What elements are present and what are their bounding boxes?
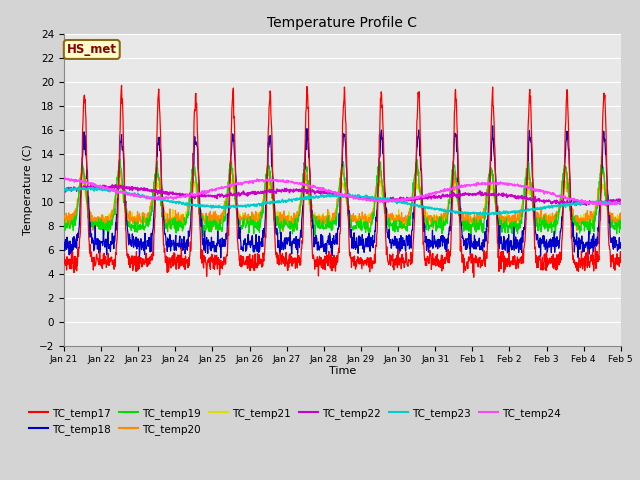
TC_temp24 (126, 192, 134, 198)
TC_temp21 (308, 207, 316, 213)
TC_temp20 (308, 212, 316, 218)
TC_temp24 (308, 183, 316, 189)
TC_temp23 (308, 195, 316, 201)
TC_temp24 (318, 186, 326, 192)
Line: TC_temp23: TC_temp23 (64, 187, 621, 215)
TC_temp18 (489, 123, 497, 129)
TC_temp21 (297, 199, 305, 205)
TC_temp18 (318, 240, 326, 246)
TC_temp22 (572, 203, 580, 208)
TC_temp22 (87, 181, 95, 187)
TC_temp17 (60, 251, 68, 256)
TC_temp23 (617, 199, 625, 205)
Line: TC_temp19: TC_temp19 (64, 156, 621, 236)
TC_temp18 (297, 228, 305, 233)
TC_temp18 (217, 255, 225, 261)
Legend: TC_temp17, TC_temp18, TC_temp19, TC_temp20, TC_temp21, TC_temp22, TC_temp23, TC_: TC_temp17, TC_temp18, TC_temp19, TC_temp… (25, 404, 564, 439)
TC_temp21 (617, 219, 625, 225)
X-axis label: Time: Time (329, 366, 356, 376)
TC_temp18 (126, 234, 134, 240)
TC_temp24 (297, 181, 305, 187)
TC_temp23 (297, 194, 305, 200)
TC_temp19 (598, 154, 605, 159)
TC_temp19 (199, 233, 207, 239)
Line: TC_temp17: TC_temp17 (64, 85, 621, 277)
TC_temp18 (378, 128, 385, 133)
TC_temp19 (308, 217, 316, 223)
TC_temp24 (60, 175, 68, 181)
Line: TC_temp20: TC_temp20 (64, 166, 621, 231)
TC_temp18 (617, 240, 625, 246)
TC_temp23 (479, 212, 487, 218)
TC_temp22 (617, 197, 625, 203)
TC_temp17 (126, 265, 134, 271)
TC_temp23 (378, 196, 385, 202)
TC_temp22 (308, 189, 316, 195)
TC_temp20 (297, 194, 305, 200)
TC_temp19 (297, 204, 305, 209)
TC_temp23 (89, 184, 97, 190)
TC_temp21 (203, 225, 211, 231)
TC_temp20 (60, 213, 68, 218)
Text: HS_met: HS_met (67, 43, 116, 56)
TC_temp20 (126, 208, 134, 214)
TC_temp20 (103, 214, 111, 220)
Line: TC_temp22: TC_temp22 (64, 184, 621, 205)
TC_temp17 (103, 259, 111, 264)
Line: TC_temp18: TC_temp18 (64, 126, 621, 258)
TC_temp23 (126, 192, 134, 197)
Y-axis label: Temperature (C): Temperature (C) (23, 144, 33, 235)
TC_temp19 (617, 226, 625, 231)
TC_temp19 (318, 226, 326, 231)
TC_temp17 (378, 89, 385, 95)
TC_temp22 (126, 186, 134, 192)
TC_temp21 (450, 175, 458, 181)
TC_temp21 (318, 221, 326, 227)
TC_temp24 (61, 174, 68, 180)
TC_temp23 (60, 187, 68, 192)
TC_temp17 (118, 83, 125, 88)
TC_temp22 (318, 188, 326, 194)
TC_temp22 (297, 187, 305, 192)
TC_temp17 (318, 263, 326, 269)
TC_temp19 (103, 228, 111, 233)
TC_temp18 (308, 219, 316, 225)
TC_temp18 (60, 240, 68, 245)
TC_temp23 (318, 193, 326, 199)
Line: TC_temp24: TC_temp24 (64, 177, 621, 205)
Line: TC_temp21: TC_temp21 (64, 178, 621, 228)
TC_temp22 (378, 197, 385, 203)
TC_temp22 (60, 187, 68, 193)
TC_temp24 (104, 184, 111, 190)
TC_temp24 (617, 200, 625, 206)
TC_temp17 (297, 262, 305, 268)
TC_temp19 (60, 216, 68, 222)
TC_temp17 (470, 275, 477, 280)
TC_temp23 (104, 188, 111, 194)
TC_temp24 (602, 203, 609, 208)
TC_temp19 (126, 221, 134, 227)
TC_temp18 (103, 243, 111, 249)
TC_temp20 (319, 215, 326, 220)
TC_temp20 (378, 178, 385, 184)
TC_temp21 (378, 182, 385, 188)
TC_temp17 (617, 260, 625, 265)
TC_temp19 (378, 168, 385, 174)
TC_temp20 (115, 163, 122, 168)
TC_temp22 (104, 184, 111, 190)
TC_temp24 (378, 198, 385, 204)
TC_temp21 (126, 218, 134, 224)
TC_temp20 (617, 210, 625, 216)
TC_temp20 (279, 228, 287, 234)
Title: Temperature Profile C: Temperature Profile C (268, 16, 417, 30)
TC_temp17 (308, 244, 316, 250)
TC_temp21 (103, 218, 111, 224)
TC_temp21 (60, 220, 68, 226)
